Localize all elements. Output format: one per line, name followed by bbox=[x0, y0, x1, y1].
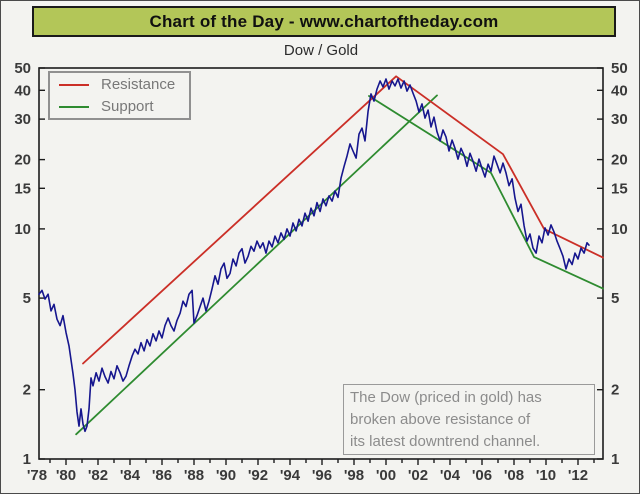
annotation-box: The Dow (priced in gold) has broken abov… bbox=[343, 384, 595, 455]
y-axis-label-right: 2 bbox=[611, 382, 619, 399]
y-axis-label-left: 2 bbox=[23, 382, 31, 399]
x-axis-label: '08 bbox=[504, 467, 524, 484]
legend: Resistance Support bbox=[48, 71, 191, 120]
x-axis-label: '96 bbox=[312, 467, 332, 484]
y-axis-label-right: 30 bbox=[611, 111, 628, 128]
y-axis-label-left: 5 bbox=[23, 290, 31, 307]
x-axis-label: '92 bbox=[248, 467, 268, 484]
annotation-line-1: The Dow (priced in gold) has bbox=[350, 389, 542, 406]
x-axis-label: '10 bbox=[536, 467, 556, 484]
y-axis-label-left: 1 bbox=[23, 451, 31, 468]
y-axis-label-right: 10 bbox=[611, 221, 628, 238]
support-line-swatch bbox=[59, 105, 89, 108]
resistance-line bbox=[82, 75, 604, 365]
header-title: Chart of the Day - www.chartoftheday.com bbox=[149, 11, 499, 31]
x-axis-label: '06 bbox=[472, 467, 492, 484]
x-axis-label: '98 bbox=[344, 467, 364, 484]
x-axis-label: '90 bbox=[216, 467, 236, 484]
x-axis-label: '88 bbox=[184, 467, 204, 484]
x-axis-label: '04 bbox=[440, 467, 461, 484]
y-axis-label-left: 15 bbox=[14, 180, 31, 197]
chart-title: Dow / Gold bbox=[283, 42, 359, 59]
y-axis-label-left: 40 bbox=[14, 82, 31, 99]
x-axis-label: '94 bbox=[280, 467, 301, 484]
x-axis-label: '00 bbox=[376, 467, 396, 484]
y-axis-label-right: 15 bbox=[611, 180, 628, 197]
x-axis-label: '80 bbox=[56, 467, 76, 484]
annotation-line-2: broken above resistance of bbox=[350, 411, 531, 428]
y-axis-label-right: 50 bbox=[611, 60, 628, 77]
y-axis-label-right: 40 bbox=[611, 82, 628, 99]
y-axis-label-right: 1 bbox=[611, 451, 619, 468]
legend-label-support: Support bbox=[101, 98, 154, 115]
support-uptrend-line bbox=[75, 94, 438, 436]
legend-item-support: Support bbox=[59, 98, 189, 115]
x-axis-label: '84 bbox=[120, 467, 141, 484]
annotation-line-3: its latest downtrend channel. bbox=[350, 433, 541, 450]
support-downtrend-line bbox=[368, 95, 604, 290]
x-axis-label: '82 bbox=[88, 467, 108, 484]
y-axis-label-left: 20 bbox=[14, 152, 31, 169]
y-axis-label-left: 50 bbox=[14, 60, 31, 77]
header-bar: Chart of the Day - www.chartoftheday.com bbox=[32, 6, 616, 37]
resistance-line-swatch bbox=[59, 83, 89, 86]
y-axis-label-right: 5 bbox=[611, 290, 619, 307]
x-axis-label: '78 bbox=[27, 467, 47, 484]
y-axis-label-right: 20 bbox=[611, 152, 628, 169]
legend-label-resistance: Resistance bbox=[101, 76, 176, 93]
x-axis-label: '86 bbox=[152, 467, 172, 484]
y-axis-label-left: 10 bbox=[14, 221, 31, 238]
legend-item-resistance: Resistance bbox=[59, 76, 189, 93]
x-axis-label: '12 bbox=[568, 467, 588, 484]
y-axis-label-left: 30 bbox=[14, 111, 31, 128]
x-axis-label: '02 bbox=[408, 467, 428, 484]
dow-gold-ratio-line bbox=[38, 78, 590, 433]
